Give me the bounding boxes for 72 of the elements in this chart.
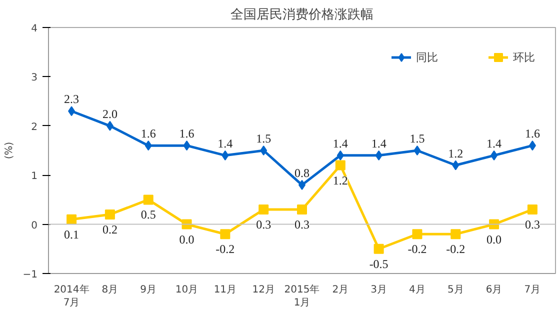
data-label: 1.2 bbox=[448, 146, 464, 160]
point bbox=[412, 229, 422, 240]
point bbox=[258, 204, 269, 215]
data-label: 2.0 bbox=[102, 106, 118, 121]
x-tick-label: 9月 bbox=[140, 284, 157, 296]
data-label: 1.6 bbox=[140, 126, 156, 141]
data-label: 1.4 bbox=[371, 136, 386, 150]
data-label: 0.0 bbox=[486, 232, 502, 246]
data-label: 0.5 bbox=[140, 208, 156, 222]
point bbox=[183, 140, 190, 151]
point bbox=[297, 204, 307, 215]
y-tick-label: −1 bbox=[22, 270, 38, 280]
chart-title: 全国居民消费价格涨跌幅 bbox=[230, 8, 374, 22]
data-label: 0.3 bbox=[294, 218, 310, 232]
data-label: 1.4 bbox=[486, 136, 502, 150]
x-tick-label: 11月 bbox=[214, 284, 237, 296]
data-label: 0.8 bbox=[294, 166, 310, 180]
x-tick-label: 12月 bbox=[252, 284, 275, 296]
point bbox=[450, 229, 461, 240]
x-tick-label: 7月 bbox=[524, 284, 541, 296]
point bbox=[374, 244, 384, 254]
y-tick-label: 2 bbox=[31, 122, 38, 133]
point bbox=[452, 160, 460, 170]
data-label: 0.3 bbox=[256, 218, 272, 232]
x-tick-label: 8月 bbox=[102, 284, 118, 296]
data-label: 1.4 bbox=[332, 136, 348, 150]
y-tick-label: 1 bbox=[31, 171, 38, 182]
x-tick-label: 10月 bbox=[175, 284, 198, 296]
data-label: 1.2 bbox=[332, 173, 348, 188]
point bbox=[144, 140, 152, 151]
point bbox=[66, 214, 77, 224]
data-label: 1.6 bbox=[179, 126, 194, 141]
x-tick-label: 2月 bbox=[332, 284, 349, 296]
point bbox=[222, 150, 229, 160]
point bbox=[68, 106, 76, 116]
point bbox=[528, 140, 536, 151]
legend-label: 同比 bbox=[416, 50, 438, 64]
data-label: 0.3 bbox=[524, 218, 540, 232]
y-tick-label: 3 bbox=[31, 72, 38, 84]
data-label: -0.2 bbox=[446, 242, 466, 256]
data-label: 2.3 bbox=[64, 92, 80, 106]
data-label: -0.2 bbox=[216, 242, 235, 256]
data-label: 1.5 bbox=[410, 132, 425, 146]
x-tick-label: 2015年 1月 bbox=[284, 284, 320, 309]
x-tick-label: 5月 bbox=[447, 284, 464, 296]
point bbox=[335, 160, 346, 170]
point bbox=[104, 209, 115, 220]
data-label: 0.1 bbox=[64, 227, 80, 242]
point bbox=[490, 150, 498, 160]
x-tick-label: 6月 bbox=[486, 284, 502, 296]
data-label: -0.2 bbox=[408, 242, 427, 256]
point bbox=[143, 194, 154, 205]
y-axis-title: (%) bbox=[4, 142, 15, 160]
point bbox=[375, 150, 382, 160]
point bbox=[414, 146, 421, 156]
point bbox=[527, 204, 538, 215]
point bbox=[336, 150, 344, 160]
data-label: -0.5 bbox=[369, 256, 388, 271]
x-tick-label: 3月 bbox=[370, 284, 388, 296]
data-label: 1.4 bbox=[218, 136, 233, 150]
y-tick-label: 0 bbox=[31, 220, 38, 232]
x-tick-label: 2014年 7月 bbox=[54, 284, 90, 309]
data-label: 1.5 bbox=[256, 132, 272, 146]
point bbox=[220, 229, 230, 240]
legend-label: 环比 bbox=[513, 50, 535, 64]
point bbox=[106, 120, 114, 131]
y-tick-label: 4 bbox=[31, 24, 38, 34]
data-label: 1.6 bbox=[524, 126, 540, 141]
x-tick-label: 4月 bbox=[409, 284, 426, 296]
data-label: 0.0 bbox=[179, 232, 194, 246]
data-label: 0.2 bbox=[102, 222, 118, 236]
point bbox=[260, 146, 268, 156]
